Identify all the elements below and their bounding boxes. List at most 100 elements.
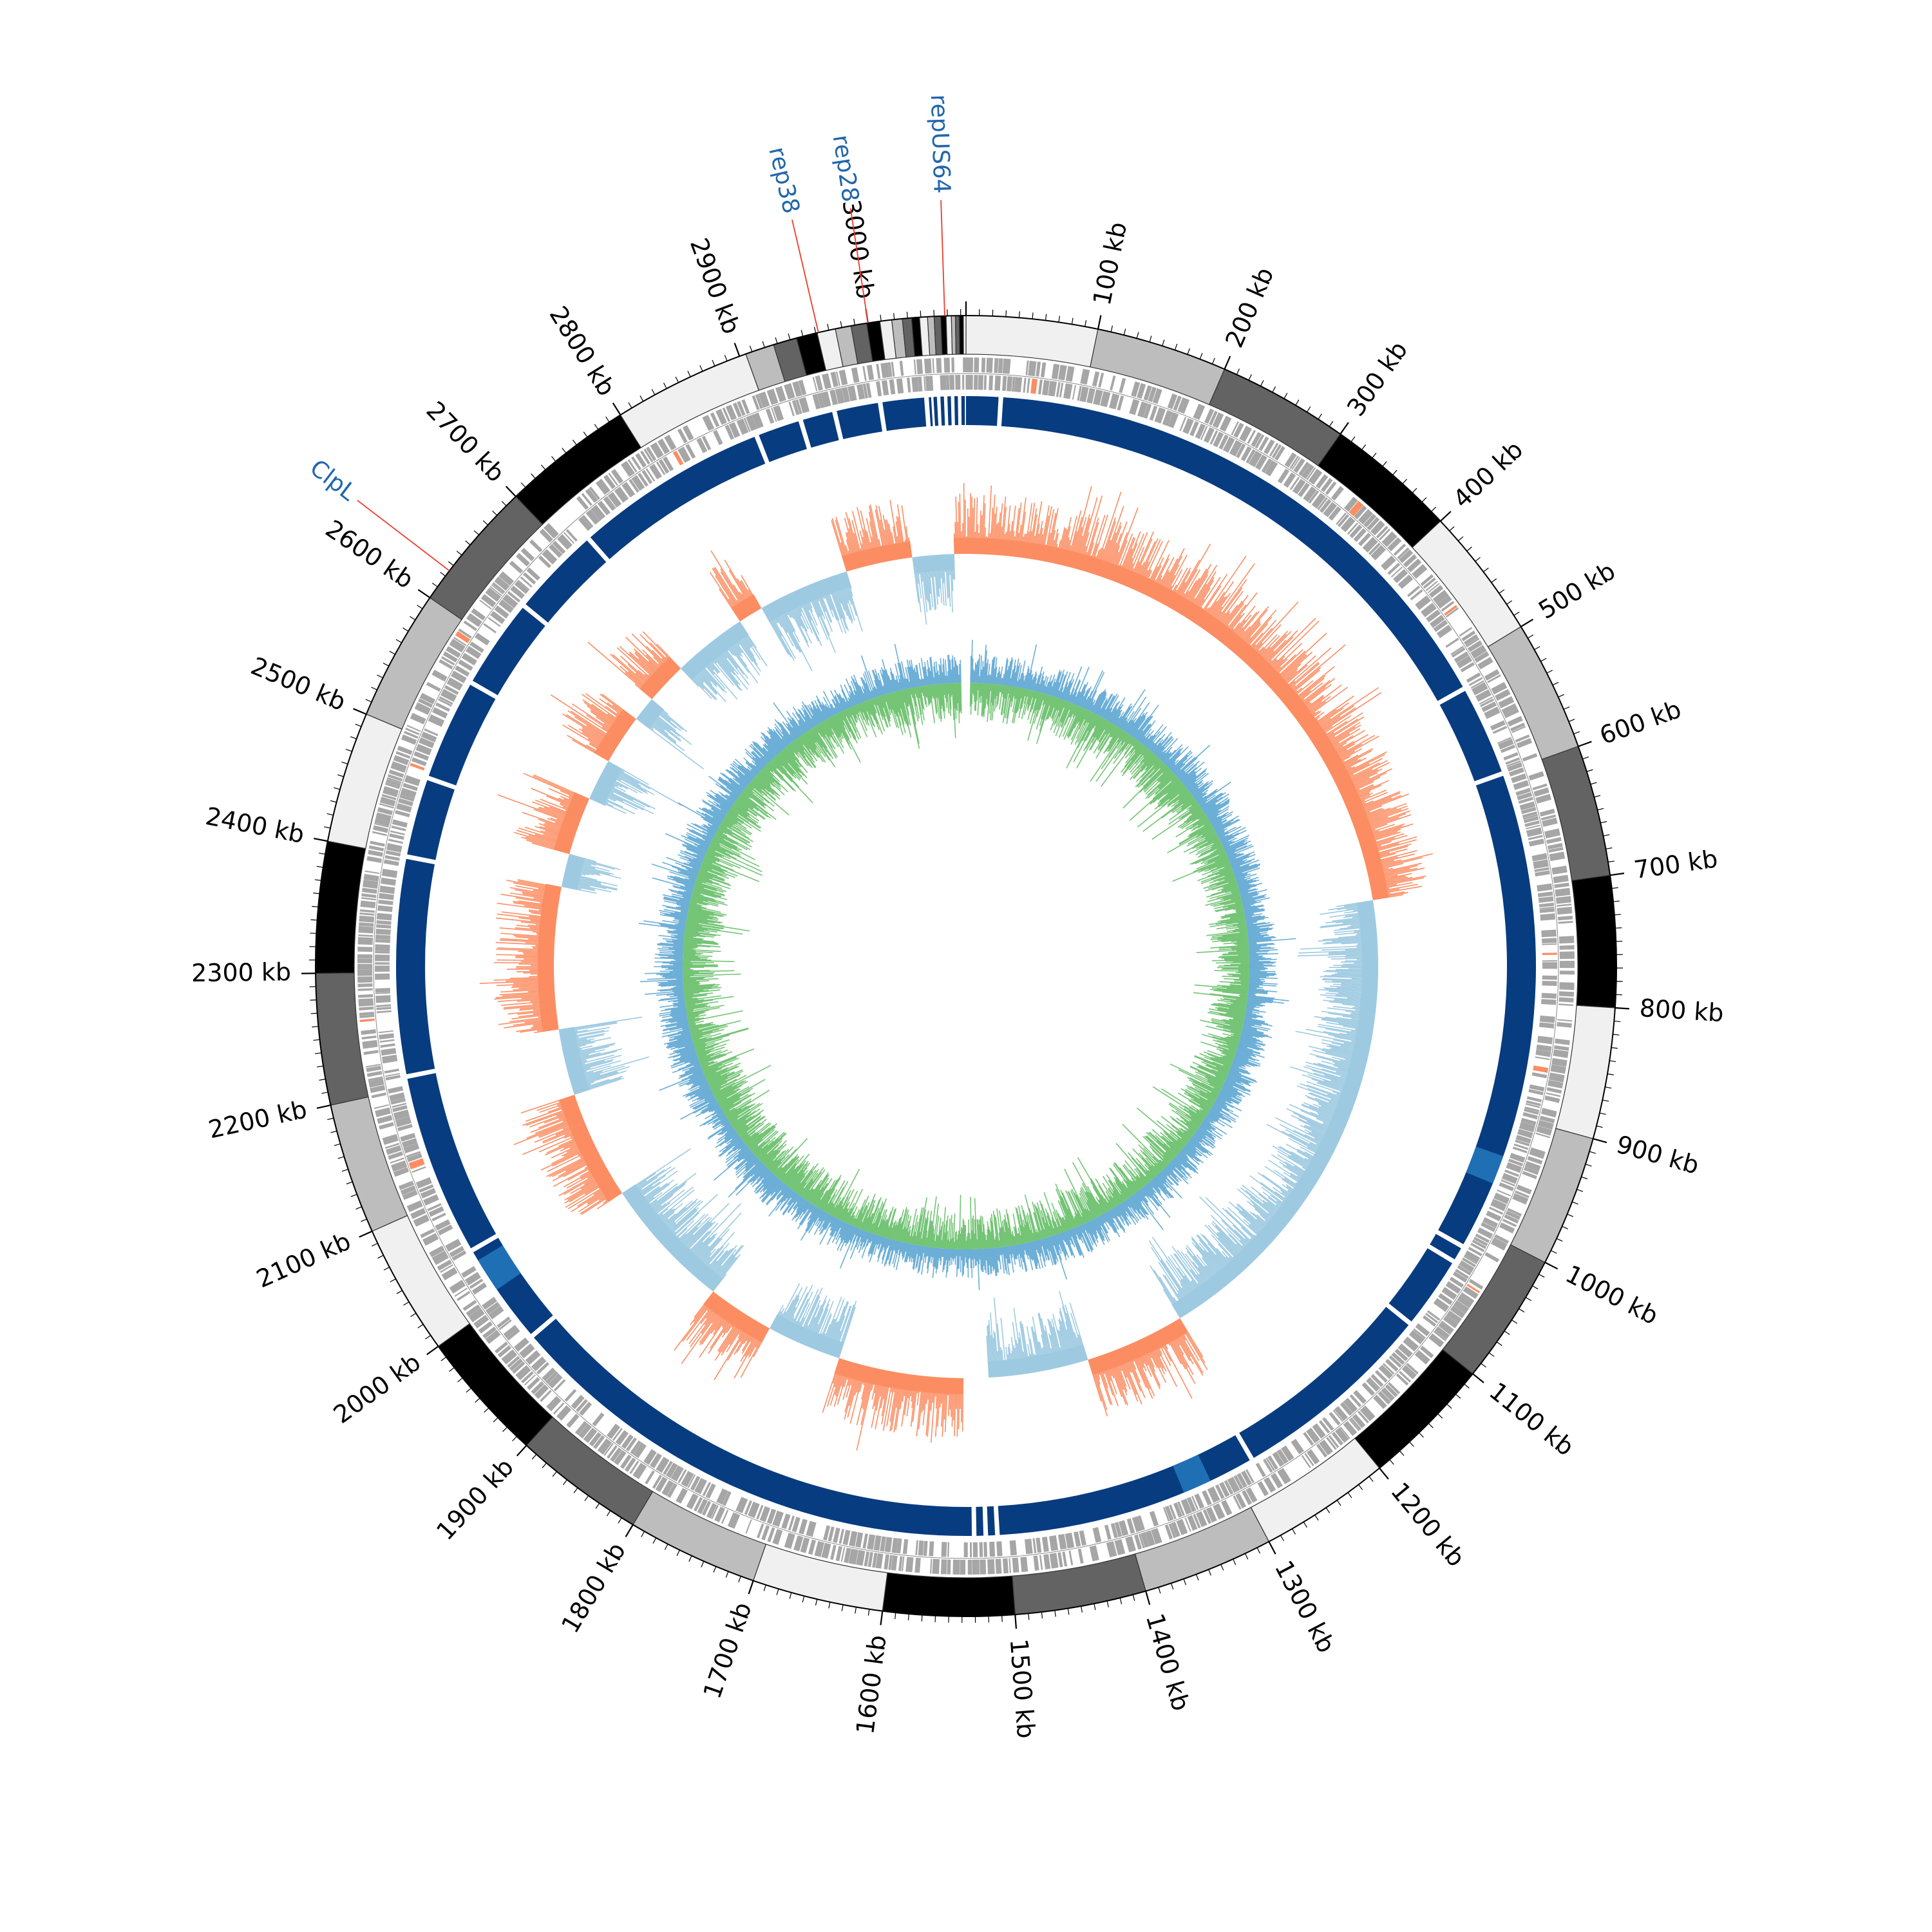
gc-content-bar	[1146, 755, 1157, 767]
gc-skew-bar	[1059, 1347, 1066, 1367]
gc-skew-bar	[1208, 579, 1247, 633]
gc-skew-bar	[1052, 1327, 1063, 1367]
gene-feature	[1524, 1108, 1539, 1115]
gc-skew-bar	[538, 1119, 584, 1139]
gc-content-bar	[1016, 680, 1018, 688]
gene-feature	[1468, 677, 1483, 687]
minor-tick	[431, 582, 438, 587]
gc-skew-bar	[1302, 712, 1325, 728]
gc-skew-bar	[532, 1001, 556, 1005]
gene-feature	[830, 372, 838, 388]
gene-feature	[621, 460, 635, 477]
gc-content-bar	[1249, 956, 1262, 958]
gc-skew-bar	[693, 1293, 717, 1323]
gc-skew-bar	[1029, 1339, 1037, 1372]
gc-skew-bar	[1248, 1225, 1271, 1245]
gc-skew-bar	[1355, 813, 1406, 832]
gene-feature	[746, 415, 757, 431]
gc-content-bar	[1222, 893, 1240, 899]
gc-content-bar	[1184, 774, 1197, 786]
gc-skew-bar	[533, 947, 554, 950]
gc-skew-bar	[998, 503, 1003, 556]
gene-feature	[741, 399, 750, 415]
gc-skew-bar	[947, 554, 951, 607]
gc-content-bar	[1222, 837, 1237, 846]
gc-content-track	[638, 639, 1296, 1291]
gc-skew-bar	[1330, 759, 1359, 775]
gc-skew-bar	[513, 1117, 583, 1146]
gene-feature	[656, 461, 666, 475]
gene-feature	[553, 1379, 566, 1392]
gc-content-bar	[1224, 900, 1242, 905]
gc-skew-bar	[1265, 649, 1303, 685]
gene-feature	[697, 1499, 708, 1514]
gc-skew-bar	[774, 1283, 800, 1332]
gc-skew-bar	[879, 519, 889, 562]
gc-skew-bar	[1100, 532, 1117, 577]
gc-skew-bar	[514, 889, 560, 898]
gc-skew-bar	[1151, 579, 1162, 599]
gc-skew-bar	[646, 1208, 668, 1227]
gc-skew-bar	[539, 1099, 576, 1113]
gene-feature	[375, 938, 390, 943]
minor-tick	[542, 1463, 547, 1468]
gc-skew-bar	[1333, 751, 1388, 780]
gene-feature	[503, 1325, 518, 1338]
gc-skew-bar	[635, 672, 658, 693]
gc-content-bar	[1009, 677, 1012, 687]
gc-skew-bar	[1351, 1018, 1375, 1023]
gc-content-bar	[1242, 900, 1255, 904]
gc-content-bar	[1142, 738, 1149, 746]
gene-feature	[392, 1104, 408, 1112]
gc-skew-bar	[1006, 524, 1010, 556]
gc-skew-bar	[1088, 544, 1098, 573]
tick-label: 500 kb	[1533, 556, 1620, 625]
gene-feature	[1462, 1257, 1476, 1267]
gene-feature	[431, 1250, 448, 1264]
gc-content-bar	[1028, 674, 1034, 690]
gc-skew-bar	[856, 1368, 876, 1451]
gene-feature	[1559, 960, 1575, 969]
gc-content-bar	[999, 685, 1003, 710]
gc-skew-bar	[497, 794, 580, 825]
gc-skew-bar	[1305, 1095, 1352, 1113]
gc-content-bar	[1239, 1039, 1256, 1045]
gc-skew-bar	[582, 694, 630, 728]
gc-skew-bar	[589, 797, 607, 806]
gc-skew-bar	[1224, 605, 1256, 645]
gc-skew-bar	[564, 1128, 588, 1139]
minor-tick	[1613, 1034, 1620, 1036]
gc-skew-bar	[658, 1200, 703, 1241]
gc-content-bar	[1204, 833, 1217, 840]
gc-skew-bar	[1216, 603, 1244, 639]
gene-feature	[620, 1454, 632, 1469]
gc-skew-bar	[553, 1159, 603, 1188]
gc-skew-bar	[1325, 916, 1376, 923]
gene-feature	[757, 1523, 764, 1539]
gc-content-bar	[982, 667, 985, 683]
gene-feature	[891, 361, 895, 377]
gene-feature	[1558, 997, 1574, 1003]
tick-label: 1600 kb	[851, 1633, 892, 1736]
gc-content-bar	[1228, 951, 1249, 953]
gc-skew-bar	[1307, 1158, 1325, 1169]
gc-skew-bar	[1306, 1121, 1341, 1138]
gc-skew-bar	[1213, 604, 1238, 638]
major-tick	[1520, 618, 1534, 628]
gc-skew-bar	[873, 1368, 878, 1385]
gc-skew-bar	[1151, 1247, 1193, 1311]
minor-tick	[1412, 488, 1417, 493]
gene-feature	[378, 1030, 393, 1034]
gc-skew-bar	[1217, 1231, 1250, 1266]
gc-skew-bar	[1263, 1202, 1289, 1224]
gc-skew-bar	[951, 554, 954, 591]
gc-skew-bar	[1193, 1255, 1221, 1291]
gene-feature	[1503, 752, 1519, 761]
gene-feature	[815, 375, 822, 391]
gene-feature	[420, 1228, 435, 1238]
gc-skew-bar	[1019, 1332, 1027, 1374]
gc-content-bar	[1211, 813, 1233, 826]
gc-content-bar	[1231, 946, 1249, 949]
gc-skew-bar	[809, 584, 823, 616]
gc-content-bar	[1157, 768, 1170, 782]
